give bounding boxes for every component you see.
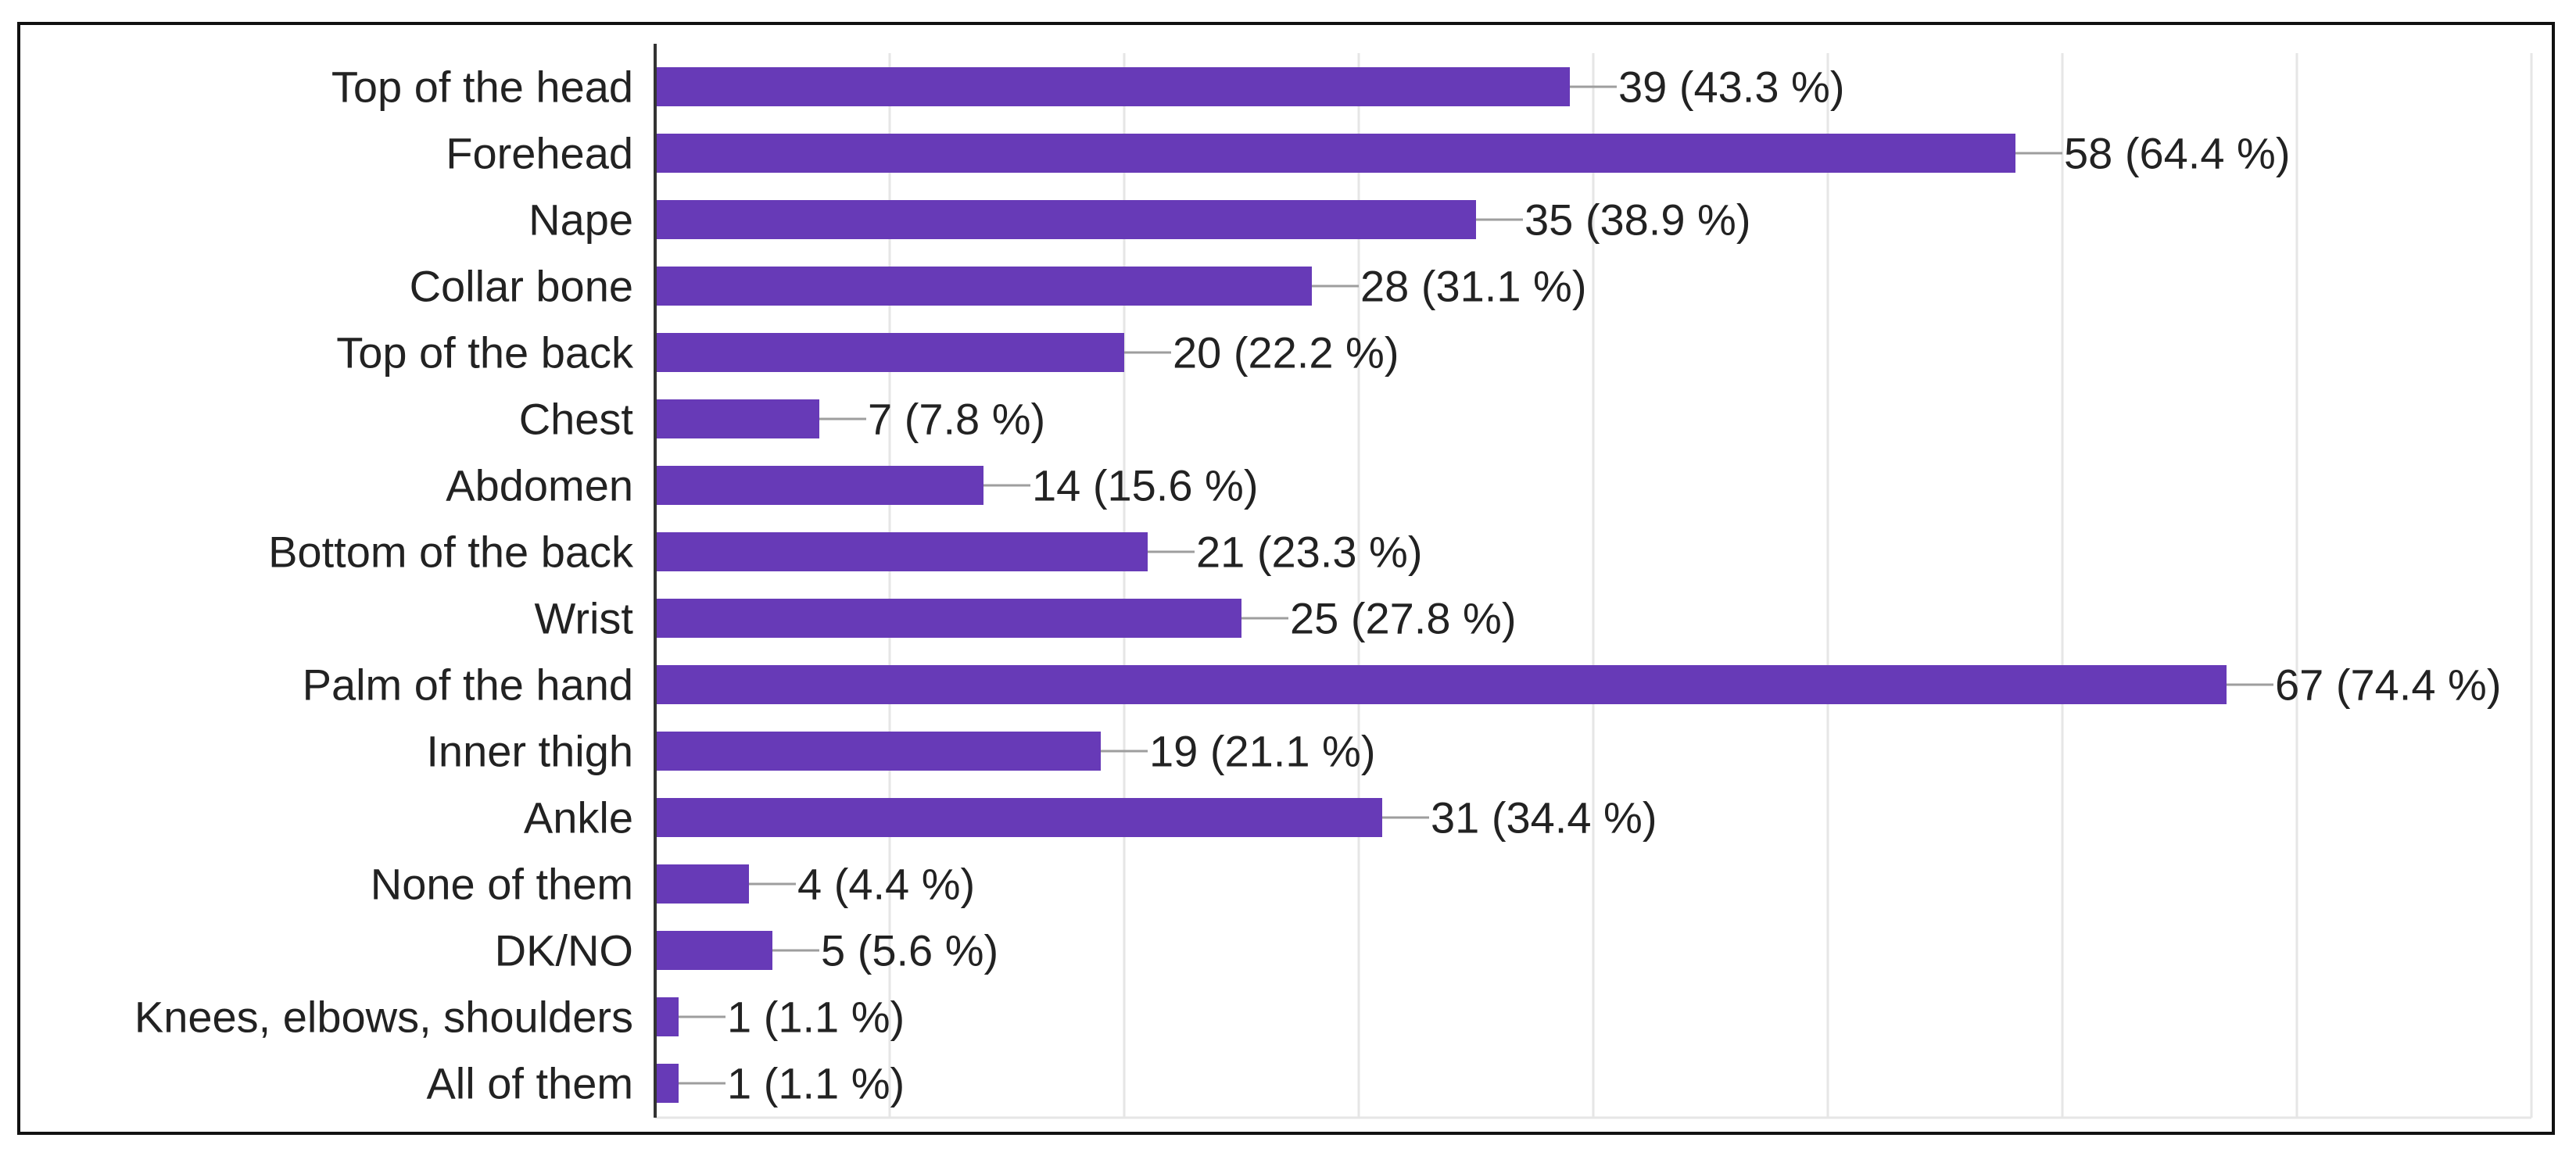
data-label: 67 (74.4 %) xyxy=(2275,660,2502,710)
bar xyxy=(655,399,819,438)
bar xyxy=(655,466,983,505)
category-label: Wrist xyxy=(535,594,634,643)
data-label: 1 (1.1 %) xyxy=(727,1059,905,1108)
bar xyxy=(655,532,1148,571)
category-label: None of them xyxy=(371,860,633,909)
category-label: Bottom of the back xyxy=(268,528,634,577)
data-label: 20 (22.2 %) xyxy=(1173,328,1399,378)
data-label: 35 (38.9 %) xyxy=(1524,195,1751,245)
bar xyxy=(655,732,1101,771)
bar xyxy=(655,200,1476,239)
bar xyxy=(655,134,2015,173)
data-label: 39 (43.3 %) xyxy=(1618,63,1845,112)
bar xyxy=(655,267,1312,306)
category-label: All of them xyxy=(426,1059,633,1108)
bars xyxy=(655,67,2227,1103)
data-label: 25 (27.8 %) xyxy=(1290,594,1517,643)
data-label: 28 (31.1 %) xyxy=(1360,262,1587,311)
bar xyxy=(655,1064,679,1103)
category-label: Knees, elbows, shoulders xyxy=(134,993,633,1042)
bar xyxy=(655,864,749,904)
category-label: Ankle xyxy=(524,793,633,843)
bar xyxy=(655,67,1570,106)
data-label: 1 (1.1 %) xyxy=(727,993,905,1042)
bar xyxy=(655,997,679,1036)
category-label: Inner thigh xyxy=(426,727,633,776)
labels: Top of the head 39 (43.3 %) Forehead 58 (64… xyxy=(134,63,2502,1108)
data-label: 58 (64.4 %) xyxy=(2064,129,2291,178)
data-label: 5 (5.6 %) xyxy=(821,926,998,975)
bar xyxy=(655,931,772,970)
data-label: 19 (21.1 %) xyxy=(1149,727,1376,776)
data-label: 14 (15.6 %) xyxy=(1032,461,1259,510)
category-label: Forehead xyxy=(446,129,633,178)
category-label: Palm of the hand xyxy=(303,660,633,710)
bar xyxy=(655,665,2227,704)
data-label: 31 (34.4 %) xyxy=(1431,793,1657,843)
category-label: Top of the head xyxy=(331,63,633,112)
bar xyxy=(655,333,1124,372)
category-label: Chest xyxy=(519,395,634,444)
category-label: Top of the back xyxy=(336,328,634,378)
data-label: 7 (7.8 %) xyxy=(868,395,1045,444)
data-label: 21 (23.3 %) xyxy=(1196,528,1423,577)
bar xyxy=(655,599,1241,638)
category-label: Nape xyxy=(528,195,633,245)
data-label: 4 (4.4 %) xyxy=(797,860,975,909)
bar xyxy=(655,798,1382,837)
category-label: Abdomen xyxy=(446,461,633,510)
category-label: DK/NO xyxy=(495,926,633,975)
category-label: Collar bone xyxy=(410,262,633,311)
